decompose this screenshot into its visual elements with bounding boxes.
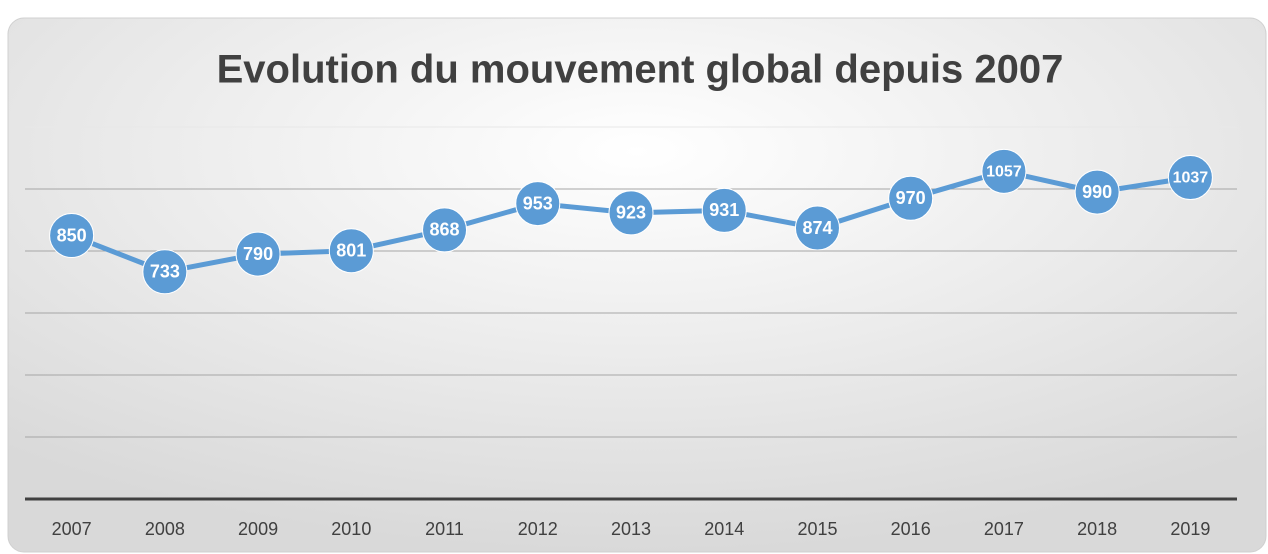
- marker: [142, 249, 188, 295]
- chart-background: [7, 17, 1267, 553]
- marker: [608, 190, 654, 236]
- data-label: 1057: [986, 164, 1022, 181]
- data-label: 801: [336, 240, 366, 260]
- marker: [981, 148, 1027, 194]
- x-tick-label: 2015: [797, 519, 837, 539]
- x-tick-label: 2007: [52, 519, 92, 539]
- data-label: 850: [57, 225, 87, 245]
- marker: [888, 175, 934, 221]
- x-tick-label: 2010: [331, 519, 371, 539]
- x-tick-label: 2018: [1077, 519, 1117, 539]
- data-label: 868: [430, 220, 460, 240]
- chart-title: Evolution du mouvement global depuis 200…: [217, 48, 1064, 92]
- data-label: 953: [523, 193, 553, 213]
- x-tick-label: 2019: [1170, 519, 1210, 539]
- marker: [1074, 169, 1120, 215]
- data-label: 931: [709, 200, 739, 220]
- data-label: 923: [616, 203, 646, 223]
- data-label: 1037: [1173, 170, 1209, 187]
- marker: [328, 228, 374, 274]
- marker: [422, 207, 468, 253]
- data-label: 970: [896, 188, 926, 208]
- x-tick-label: 2009: [238, 519, 278, 539]
- x-tick-label: 2016: [891, 519, 931, 539]
- marker: [49, 213, 95, 258]
- x-tick-label: 2012: [518, 519, 558, 539]
- x-tick-label: 2011: [425, 519, 464, 539]
- marker: [794, 205, 840, 251]
- marker: [701, 187, 747, 233]
- data-label: 874: [802, 218, 832, 238]
- marker: [515, 181, 561, 227]
- x-tick-label: 2008: [145, 519, 185, 539]
- x-tick-label: 2017: [984, 519, 1024, 539]
- x-tick-label: 2013: [611, 519, 651, 539]
- data-label: 790: [243, 244, 273, 264]
- marker: [1167, 155, 1213, 201]
- marker: [235, 231, 281, 277]
- x-tick-label: 2014: [704, 519, 744, 539]
- data-label: 990: [1082, 182, 1112, 202]
- data-label: 733: [150, 262, 180, 282]
